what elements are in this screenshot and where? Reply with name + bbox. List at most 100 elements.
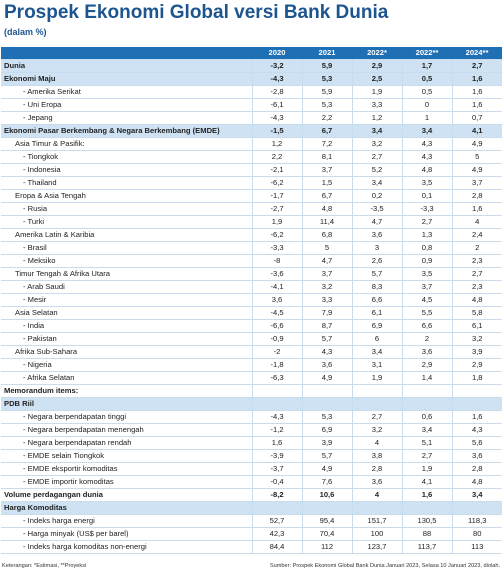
value-cell: 3,7 (301, 267, 352, 281)
value-cell: 5,1 (401, 436, 452, 450)
table-row: - EMDE eksportir komoditas -3,7 4,9 2,8 1,9 2… (1, 462, 502, 476)
table-row: - Thailand -6,2 1,5 3,4 3,5 3,7 (1, 176, 502, 190)
row-label: PDB Riil (1, 397, 252, 411)
table-row: - Rusia -2,7 4,8 -3,5 -3,3 1,6 (1, 202, 502, 216)
table-row: - Amerika Serikat -2,8 5,9 1,9 0,5 1,6 (1, 85, 502, 99)
value-cell: 0,1 (401, 189, 452, 203)
row-label: - Indonesia (1, 163, 252, 177)
value-cell: 1,9 (351, 85, 402, 99)
value-cell: 3,2 (451, 332, 502, 346)
header-cell: 2022** (402, 47, 452, 60)
value-cell: 4,3 (401, 150, 452, 164)
value-cell: 11,4 (301, 215, 352, 229)
table-row: Timur Tengah & Afrika Utara -3,6 3,7 5,7 3,5… (1, 267, 502, 281)
row-label: - Uni Eropa (1, 98, 252, 112)
value-cell: -6,2 (251, 228, 302, 242)
value-cell (401, 501, 452, 515)
table-row: - Arab Saudi -4,1 3,2 8,3 3,7 2,3 (1, 280, 502, 294)
value-cell: -2,1 (251, 163, 302, 177)
value-cell: 1,4 (401, 371, 452, 385)
row-label: - Brasil (1, 241, 252, 255)
value-cell: 3,4 (451, 488, 502, 502)
value-cell (451, 501, 502, 515)
table-row: - Brasil -3,3 5 3 0,8 2 (1, 241, 502, 255)
value-cell: 3,5 (401, 176, 452, 190)
row-label: - Negara berpendapatan rendah (1, 436, 252, 450)
value-cell: 4,3 (401, 137, 452, 151)
value-cell: -6,3 (251, 371, 302, 385)
table-row: Eropa & Asia Tengah -1,7 6,7 0,2 0,1 2,8 (1, 189, 502, 203)
value-cell (251, 501, 302, 515)
value-cell: -4,3 (251, 410, 302, 424)
header-cell: 2020 (252, 47, 302, 60)
table-body: Dunia -3,2 5,9 2,9 1,7 2,7 Ekonomi Maju -4,3 5,3… (1, 59, 502, 554)
value-cell: 7,6 (301, 475, 352, 489)
value-cell: -0,9 (251, 332, 302, 346)
row-label: Ekonomi Pasar Berkembang & Negara Berkem… (1, 124, 252, 138)
table-row: - Negara berpendapatan rendah 1,6 3,9 4 5,1 5… (1, 436, 502, 450)
value-cell: 5,5 (401, 306, 452, 320)
value-cell: 3,5 (401, 267, 452, 281)
row-label: - Turki (1, 215, 252, 229)
subtitle: (dalam %) (4, 27, 47, 37)
value-cell (251, 397, 302, 411)
value-cell: 10,6 (301, 488, 352, 502)
value-cell: 4,1 (401, 475, 452, 489)
value-cell: 2,9 (451, 358, 502, 372)
value-cell: 4,5 (401, 293, 452, 307)
value-cell: -3,3 (401, 202, 452, 216)
table-row: Volume perdagangan dunia -8,2 10,6 4 1,6 3,4 (1, 488, 502, 502)
value-cell: 3,2 (351, 137, 402, 151)
value-cell: 3,7 (301, 163, 352, 177)
value-cell (301, 501, 352, 515)
value-cell: -3,5 (351, 202, 402, 216)
value-cell: 112 (301, 540, 352, 554)
row-label: Memorandum items: (1, 384, 252, 398)
table-row: - Afrika Selatan -6,3 4,9 1,9 1,4 1,8 (1, 371, 502, 385)
row-label: Asia Selatan (1, 306, 252, 320)
value-cell: 118,3 (451, 514, 502, 528)
value-cell: 5,2 (351, 163, 402, 177)
value-cell: -3,9 (251, 449, 302, 463)
value-cell: 7,9 (301, 306, 352, 320)
value-cell: 4,9 (451, 137, 502, 151)
value-cell: 2,2 (301, 111, 352, 125)
value-cell: 0,8 (401, 241, 452, 255)
value-cell (451, 397, 502, 411)
row-label: - EMDE importir komoditas (1, 475, 252, 489)
value-cell: 1,9 (401, 462, 452, 476)
value-cell: -1,5 (251, 124, 302, 138)
value-cell: -6,2 (251, 176, 302, 190)
table-row: - Negara berpendapatan menengah -1,2 6,9 3,… (1, 423, 502, 437)
value-cell: 5,8 (451, 306, 502, 320)
header-cell: 2022* (352, 47, 402, 60)
value-cell: 3,4 (351, 345, 402, 359)
value-cell: 2,7 (401, 215, 452, 229)
value-cell: 5,7 (301, 449, 352, 463)
value-cell: -2,8 (251, 85, 302, 99)
table-row: - Pakistan -0,9 5,7 6 2 3,2 (1, 332, 502, 346)
row-label: - India (1, 319, 252, 333)
value-cell: 5,3 (301, 410, 352, 424)
value-cell: 4,8 (301, 202, 352, 216)
value-cell: 151,7 (351, 514, 402, 528)
value-cell: 6,1 (351, 306, 402, 320)
table-row: Afrika Sub-Sahara -2 4,3 3,4 3,6 3,9 (1, 345, 502, 359)
value-cell: 3,7 (401, 280, 452, 294)
table-row: Harga Komoditas (1, 501, 502, 515)
value-cell: 80 (451, 527, 502, 541)
value-cell: 1,2 (351, 111, 402, 125)
value-cell: -6,6 (251, 319, 302, 333)
value-cell: 2,3 (451, 254, 502, 268)
value-cell: 2,9 (401, 358, 452, 372)
table-row: - EMDE importir komoditas -0,4 7,6 3,6 4,1 4,… (1, 475, 502, 489)
value-cell: 2,9 (351, 59, 402, 73)
table-row: - India -6,6 8,7 6,9 6,6 6,1 (1, 319, 502, 333)
row-label: Asia Timur & Pasifik: (1, 137, 252, 151)
table-row: - Indeks harga komoditas non-energi 84,4 1… (1, 540, 502, 554)
value-cell: -2,7 (251, 202, 302, 216)
value-cell: 3,9 (451, 345, 502, 359)
value-cell: 3 (351, 241, 402, 255)
header-cell (1, 47, 252, 60)
